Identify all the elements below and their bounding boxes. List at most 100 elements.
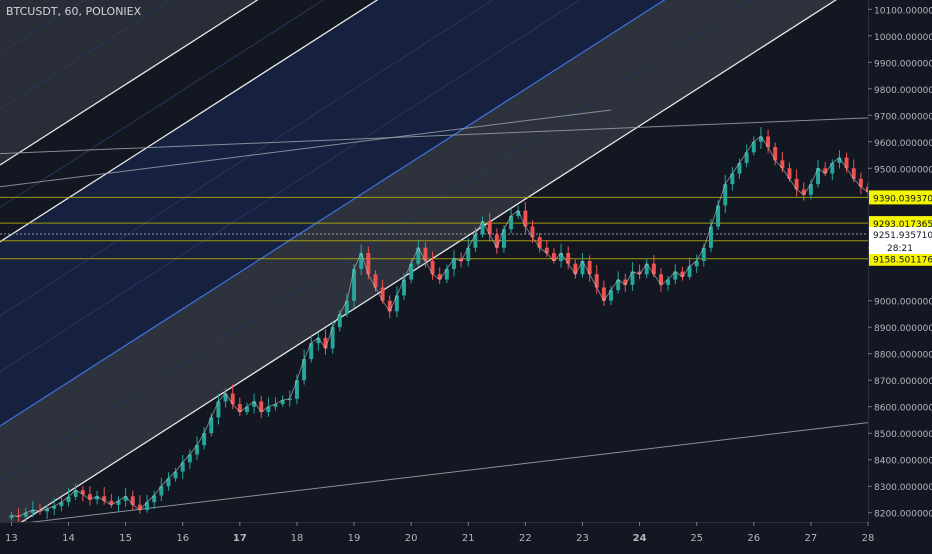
- x-tick-label-15: 28: [862, 533, 875, 544]
- candle-body-26: [195, 445, 199, 455]
- candle-body-74: [537, 237, 542, 248]
- x-tick-label-4: 17: [233, 533, 247, 544]
- trend-lines: [0, 109, 868, 522]
- y-tick-label-2: 9900.00000000: [874, 59, 932, 69]
- y-tick-label-3: 9800.00000000: [874, 86, 932, 96]
- price-marker-box: [869, 226, 932, 254]
- candle-body-90: [651, 263, 656, 275]
- candle-body-70: [509, 215, 514, 230]
- candle-body-86: [623, 279, 628, 285]
- candle-body-80: [580, 261, 585, 275]
- horizontal-levels: [0, 196, 868, 260]
- x-tick-label-14: 27: [805, 533, 818, 544]
- candle-body-85: [616, 279, 621, 291]
- x-tick-label-1: 14: [62, 533, 75, 544]
- candle-body-44: [323, 337, 328, 349]
- candle-body-72: [523, 210, 528, 227]
- x-tick-label-0: 13: [5, 533, 18, 544]
- candle-body-106: [766, 136, 771, 148]
- x-tick-label-6: 19: [348, 533, 361, 544]
- candle-body-60: [437, 274, 442, 280]
- candle-body-67: [487, 221, 492, 235]
- level-label-3: 9158.50117680: [873, 256, 932, 266]
- candle-body-5: [45, 508, 50, 512]
- candle-body-68: [494, 234, 499, 248]
- trend-line-1: [0, 117, 868, 155]
- time-axis-background: [0, 522, 868, 550]
- candle-body-94: [680, 271, 685, 277]
- y-tick-label-11: 8700.00000000: [874, 377, 932, 387]
- time-axis[interactable]: 13 14 15 16 17 18 19 20 21 22 23 24 25 26 27 28: [5, 522, 874, 544]
- candle-body-59: [430, 261, 435, 275]
- candle-body-16: [123, 496, 128, 501]
- candle-body-34: [252, 401, 257, 407]
- candle-body-65: [473, 234, 478, 248]
- channel-line-0: [20, 0, 837, 522]
- channel-inner-line-3: [0, 0, 325, 208]
- candle-body-12: [95, 496, 100, 500]
- chart-title: BTCUSDT, 60, POLONIEX: [6, 5, 142, 18]
- candle-body-29: [216, 401, 221, 418]
- trend-line-0: [29, 422, 868, 522]
- candle-body-87: [630, 271, 635, 285]
- candle-body-13: [102, 496, 107, 501]
- candle-body-97: [701, 247, 706, 261]
- candle-body-76: [551, 253, 556, 261]
- candle-body-98: [708, 226, 713, 248]
- candle-body-3: [30, 510, 35, 513]
- candle-body-82: [594, 274, 599, 288]
- candle-body-66: [480, 221, 485, 235]
- y-tick-label-15: 8300.00000000: [874, 483, 932, 493]
- candle-body-39: [287, 398, 292, 401]
- candle-body-113: [816, 168, 820, 185]
- y-tick-label-0: 10100.00000000: [874, 6, 932, 16]
- y-tick-label-1: 10000.00000000: [874, 33, 932, 43]
- candle-body-42: [309, 343, 314, 360]
- candle-body-52: [380, 287, 385, 301]
- candle-body-91: [659, 274, 663, 285]
- y-tick-label-9: 8900.00000000: [874, 324, 932, 334]
- x-tick-label-5: 18: [291, 533, 304, 544]
- candle-body-93: [673, 271, 678, 280]
- candle-body-22: [166, 478, 171, 487]
- candle-body-37: [273, 404, 278, 407]
- channel-inner-line-4: [0, 0, 172, 110]
- candle-body-77: [559, 253, 564, 261]
- candle-body-15: [116, 500, 121, 505]
- level-label-0: 9390.03937001: [873, 194, 932, 204]
- candle-body-69: [501, 229, 506, 248]
- x-tick-label-3: 16: [176, 533, 189, 544]
- candle-body-119: [858, 178, 863, 187]
- candle-body-81: [587, 261, 592, 275]
- candle-body-109: [787, 168, 792, 179]
- candle-body-112: [808, 184, 813, 195]
- trend-line-2: [0, 109, 612, 188]
- candle-body-58: [423, 247, 428, 261]
- price-axis[interactable]: 10100.00000000 10000.00000000 9900.0000000…: [868, 6, 932, 520]
- y-tick-label-6: 9500.00000000: [874, 165, 932, 175]
- candle-body-61: [444, 268, 449, 280]
- candle-body-49: [359, 253, 364, 269]
- candle-body-27: [202, 433, 207, 446]
- y-tick-label-14: 8400.00000000: [874, 457, 932, 467]
- candle-body-63: [459, 258, 464, 261]
- candle-body-51: [373, 274, 378, 288]
- candle-body-0: [9, 515, 14, 519]
- close-line: [11, 135, 868, 518]
- candle-body-31: [230, 393, 235, 405]
- price-marker-label: 9251.93571001: [873, 231, 932, 241]
- candle-body-10: [80, 490, 85, 495]
- x-tick-label-10: 23: [576, 533, 589, 544]
- candle-body-4: [38, 510, 42, 512]
- level-label-1: 9293.01736543: [873, 220, 932, 230]
- candle-body-19: [145, 502, 150, 511]
- channel-line-1: [0, 0, 666, 427]
- x-tick-label-9: 22: [519, 533, 532, 544]
- candle-body-8: [66, 496, 71, 503]
- level-label-box-0: [869, 190, 932, 205]
- candle-body-48: [352, 268, 357, 301]
- candle-body-14: [109, 500, 114, 505]
- price-axis-background: [868, 0, 932, 550]
